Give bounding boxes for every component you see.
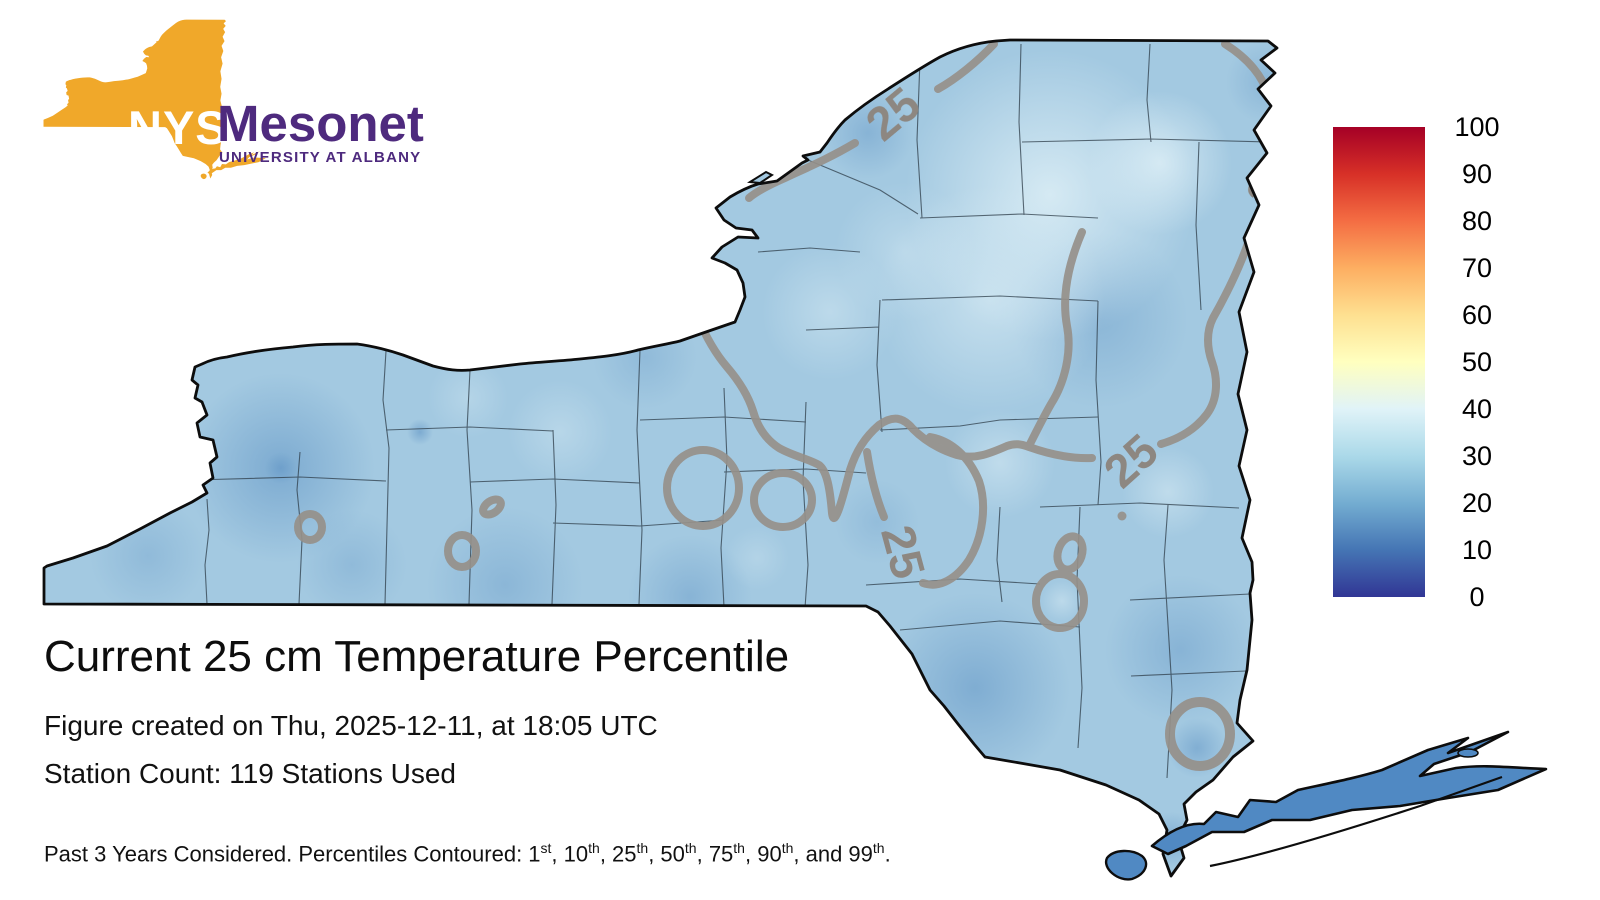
barrier-island — [1209, 775, 1503, 868]
colorbar-tick: 80 — [1461, 206, 1493, 236]
footer-note: Past 3 Years Considered. Percentiles Con… — [44, 840, 891, 867]
colorbar-tick: 100 — [1454, 112, 1500, 142]
coastal-islet — [746, 170, 774, 185]
colorbar-tick: 30 — [1461, 441, 1493, 471]
staten-island — [1104, 849, 1148, 881]
logo-nys-text: NYS — [128, 101, 228, 154]
page-title: Current 25 cm Temperature Percentile — [44, 632, 790, 681]
logo-mesonet-text: Mesonet — [217, 95, 424, 152]
colorbar-tick: 0 — [1469, 582, 1485, 612]
shelter-island — [1457, 748, 1479, 758]
colorbar-tick: 90 — [1461, 159, 1493, 189]
colorbar-gradient — [1333, 127, 1425, 597]
creation-timestamp: Figure created on Thu, 2025-12-11, at 18… — [44, 710, 658, 741]
colorbar-tick: 50 — [1461, 347, 1493, 377]
colorbar-tick: 70 — [1461, 253, 1493, 283]
logo-tagline-text: UNIVERSITY AT ALBANY — [219, 149, 422, 166]
colorbar-tick: 60 — [1461, 300, 1493, 330]
percentile-contours — [294, 40, 1272, 771]
colorbar-tick: 40 — [1461, 394, 1493, 424]
colorbar-tick: 20 — [1461, 488, 1493, 518]
county-boundaries — [193, 43, 1269, 779]
station-count: Station Count: 119 Stations Used — [44, 758, 456, 789]
colorbar-tick: 10 — [1461, 535, 1493, 565]
